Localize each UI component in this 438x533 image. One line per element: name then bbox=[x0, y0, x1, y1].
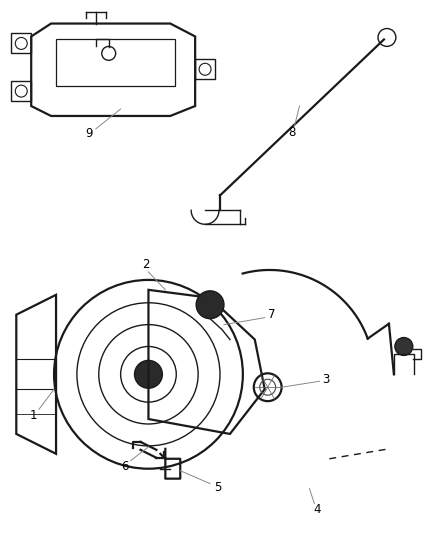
Circle shape bbox=[394, 337, 412, 356]
Text: 8: 8 bbox=[287, 126, 295, 139]
Text: 3: 3 bbox=[322, 373, 329, 386]
Text: 9: 9 bbox=[85, 127, 92, 140]
Circle shape bbox=[134, 360, 162, 388]
Circle shape bbox=[196, 291, 223, 319]
Text: 4: 4 bbox=[313, 503, 320, 516]
Text: 7: 7 bbox=[267, 308, 275, 321]
Text: 6: 6 bbox=[120, 460, 128, 473]
Text: 5: 5 bbox=[214, 481, 221, 494]
Text: 2: 2 bbox=[141, 257, 149, 271]
Text: 1: 1 bbox=[29, 409, 37, 422]
